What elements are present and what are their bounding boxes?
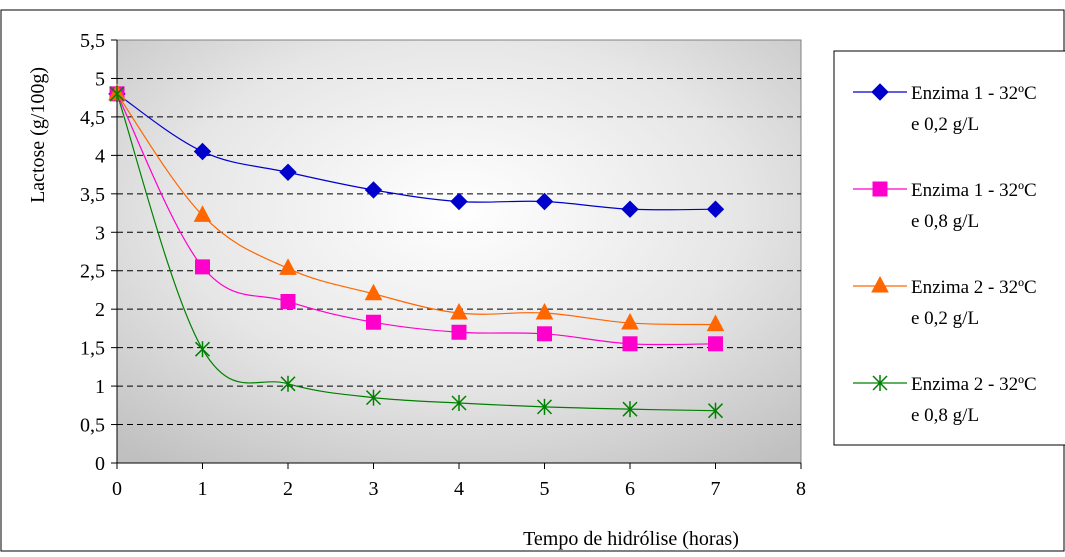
data-point <box>364 283 383 301</box>
y-tick-label: 0 <box>95 453 105 475</box>
data-point <box>195 259 210 275</box>
y-tick-label: 4 <box>95 145 105 167</box>
grid-lines <box>117 77 801 426</box>
axes: 0 0,5 1 1,5 2 2,5 3 3,5 4 4,5 5 5,5 0 1 2 3 4 5 6 7 8 <box>80 30 806 500</box>
data-point <box>450 192 468 211</box>
x-tick-label: 2 <box>283 478 293 500</box>
data-point <box>193 205 212 222</box>
data-point <box>706 200 725 218</box>
data-point <box>451 324 467 340</box>
y-tick-label: 5,5 <box>80 30 105 52</box>
data-point <box>194 341 211 358</box>
y-tick-label: 0,5 <box>80 415 105 437</box>
x-tick-label: 5 <box>540 478 550 500</box>
data-point <box>621 200 639 218</box>
data-point <box>708 336 723 352</box>
series-line <box>116 93 716 412</box>
x-tick-label: 3 <box>369 478 379 500</box>
data-point <box>279 163 297 181</box>
x-tick-label: 7 <box>711 478 721 500</box>
data-point <box>193 142 212 161</box>
legend: Enzima 1 - 32ºC e 0,2 g/L Enzima 1 - 32ºC e… <box>853 83 1037 426</box>
series-4 <box>109 85 724 419</box>
data-point <box>622 336 638 352</box>
x-tick-label: 0 <box>112 478 122 500</box>
data-point <box>537 326 552 342</box>
data-point <box>366 314 381 330</box>
y-axis-title: Lactose (g/100g) <box>27 67 49 203</box>
x-tick-label: 8 <box>796 478 806 500</box>
y-tick-label: 2 <box>95 299 105 321</box>
plot-area <box>116 39 802 464</box>
legend-label-line1: Enzima 2 - 32ºC <box>911 277 1037 298</box>
x-axis-title: Tempo de hidrólise (horas) <box>523 528 739 550</box>
y-tick-label: 3,5 <box>80 184 105 206</box>
legend-label-line1: Enzima 2 - 32ºC <box>911 374 1037 395</box>
legend-entry-2: Enzima 1 - 32ºC e 0,8 g/L <box>853 180 1037 232</box>
legend-swatch-marker <box>871 275 889 293</box>
data-point <box>109 85 125 102</box>
data-point <box>280 375 296 392</box>
data-point <box>535 302 554 320</box>
data-point <box>622 401 638 418</box>
legend-label-line2: e 0,8 g/L <box>911 405 979 426</box>
data-point <box>535 192 554 211</box>
data-point <box>364 181 383 199</box>
legend-swatch-marker <box>872 375 888 391</box>
data-point <box>451 395 467 412</box>
data-point <box>365 389 382 406</box>
x-tick-label: 1 <box>198 478 208 500</box>
legend-swatch-marker <box>871 83 889 101</box>
data-point <box>450 302 468 320</box>
data-point <box>280 293 296 309</box>
series-layer <box>108 83 725 419</box>
data-point <box>707 402 724 419</box>
y-tick-label: 5 <box>95 68 105 90</box>
data-point <box>536 398 553 415</box>
x-tick-label: 4 <box>454 478 464 500</box>
y-tick-label: 4,5 <box>80 107 105 129</box>
y-tick-label: 1 <box>95 376 105 398</box>
data-point <box>706 314 725 332</box>
legend-label-line2: e 0,2 g/L <box>911 308 979 329</box>
legend-label-line1: Enzima 1 - 32ºC <box>911 180 1037 201</box>
legend-label-line2: e 0,2 g/L <box>911 114 979 135</box>
series-2 <box>109 86 723 352</box>
x-tick-label: 6 <box>625 478 635 500</box>
series-3 <box>108 83 725 332</box>
legend-entry-4: Enzima 2 - 32ºC e 0,8 g/L <box>853 374 1037 426</box>
y-tick-label: 1,5 <box>80 338 105 360</box>
data-point <box>279 258 297 275</box>
y-tick-label: 3 <box>95 222 105 244</box>
legend-box <box>833 50 1065 446</box>
y-tick-label: 2,5 <box>80 261 105 283</box>
legend-swatch-marker <box>872 181 888 197</box>
legend-entry-3: Enzima 2 - 32ºC e 0,2 g/L <box>853 275 1037 329</box>
legend-entry-1: Enzima 1 - 32ºC e 0,2 g/L <box>853 83 1037 135</box>
data-point <box>621 312 639 330</box>
legend-label-line1: Enzima 1 - 32ºC <box>911 83 1037 104</box>
legend-label-line2: e 0,8 g/L <box>911 211 979 232</box>
